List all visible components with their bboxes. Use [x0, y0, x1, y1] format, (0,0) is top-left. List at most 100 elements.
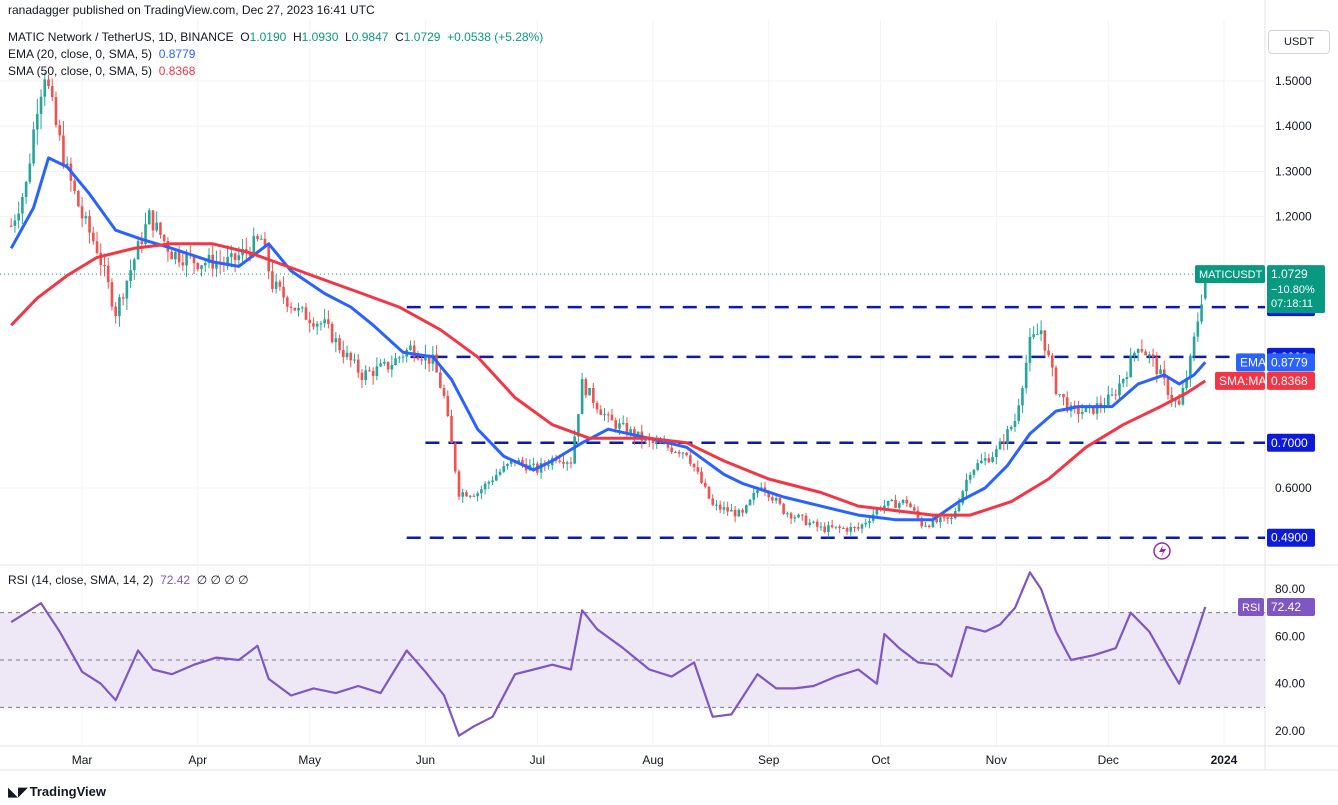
- candle-body: [412, 345, 416, 358]
- candle-body: [942, 517, 946, 519]
- candle-body: [976, 463, 979, 470]
- candle-body: [487, 482, 491, 484]
- candle-body: [1177, 400, 1181, 405]
- candle-body: [577, 414, 580, 437]
- candle-body: [1084, 406, 1088, 413]
- candle-body: [793, 517, 797, 519]
- candle-body: [506, 463, 509, 467]
- candle-body: [875, 508, 879, 515]
- candle-body: [998, 441, 1002, 450]
- candle-body: [909, 503, 912, 508]
- candle-body: [368, 370, 371, 372]
- candle-body: [136, 241, 140, 260]
- candle-body: [1155, 357, 1159, 375]
- candle-body: [901, 499, 905, 504]
- candle-body: [603, 414, 606, 416]
- candle-body: [13, 220, 17, 226]
- ema-line: [9, 156, 1207, 522]
- candle-body: [681, 452, 685, 454]
- candle-body: [32, 129, 35, 164]
- x-tick-label: Jul: [530, 753, 545, 767]
- rsi-tick-label: 20.00: [1275, 724, 1305, 738]
- rsi-label: RSI (14, close, SMA, 14, 2): [8, 573, 154, 587]
- tradingview-logo[interactable]: ◣◤ TradingView: [8, 784, 106, 800]
- candle-body: [177, 251, 181, 263]
- candle-body: [1129, 355, 1132, 378]
- candle-body: [1159, 369, 1162, 375]
- rsi-value-tag: [1267, 597, 1315, 616]
- candle-body: [185, 253, 188, 266]
- candle-body: [849, 527, 853, 532]
- candle-body: [461, 492, 465, 497]
- ohlc-high: 1.0930: [301, 30, 339, 44]
- candle-body: [618, 423, 621, 429]
- candle-body: [748, 499, 752, 506]
- x-tick-label: Mar: [72, 753, 93, 767]
- candle-body: [547, 465, 550, 467]
- candle-body: [341, 350, 345, 358]
- candle-body: [259, 238, 263, 240]
- candle-body: [920, 518, 924, 527]
- candle-body: [797, 514, 800, 518]
- candle-body: [823, 526, 826, 532]
- candle-body: [711, 498, 715, 505]
- candle-body: [84, 216, 88, 219]
- candle-body: [271, 271, 274, 289]
- candle-body: [1125, 377, 1129, 380]
- ema-label: EMA (20, close, 0, SMA, 5): [8, 47, 153, 61]
- x-tick-label: Dec: [1098, 753, 1119, 767]
- candle-body: [1032, 334, 1035, 337]
- level-label-bg: [1267, 528, 1315, 547]
- candle-body: [170, 251, 173, 260]
- candle-body: [401, 356, 405, 358]
- candle-body: [282, 286, 285, 298]
- candle-body: [1189, 355, 1192, 379]
- candle-body: [1028, 336, 1032, 363]
- x-tick-label: Sep: [758, 753, 780, 767]
- candle-body: [345, 352, 349, 358]
- candle-body: [1140, 349, 1144, 352]
- candle-body: [304, 307, 308, 320]
- candle-body: [666, 443, 670, 448]
- ohlc-h-label: H: [293, 30, 302, 44]
- candle-body: [1095, 403, 1099, 414]
- candle-body: [692, 463, 696, 468]
- candle-body: [1058, 394, 1062, 396]
- candle-body: [274, 281, 278, 289]
- candle-body: [927, 525, 931, 527]
- candle-body: [215, 261, 218, 269]
- x-tick-label: Apr: [188, 753, 207, 767]
- candle-body: [47, 79, 50, 87]
- candle-body: [43, 79, 47, 97]
- candle-body: [860, 524, 864, 529]
- lightning-icon[interactable]: [1153, 542, 1171, 560]
- y-tick-label: 1.4000: [1275, 119, 1312, 133]
- candle-body: [106, 265, 110, 283]
- candle-body: [453, 443, 457, 472]
- candle-body: [472, 495, 476, 497]
- currency-button[interactable]: USDT: [1268, 30, 1330, 54]
- ma-value-label: 0.8368: [1271, 374, 1308, 388]
- candle-body: [1021, 388, 1024, 406]
- candle-body: [1009, 426, 1013, 430]
- candle-body: [965, 479, 968, 492]
- candle-body: [91, 232, 95, 242]
- ma-name-tag: [1236, 353, 1265, 372]
- candle-body: [745, 505, 748, 513]
- last-change-label: −10.80%: [1271, 284, 1315, 296]
- candle-body: [263, 238, 267, 247]
- candle-body: [853, 527, 856, 529]
- candle-body: [1110, 394, 1114, 396]
- symbol-name: MATIC Network / TetherUS, 1D, BINANCE: [8, 30, 234, 44]
- candle-body: [1203, 274, 1207, 299]
- candle-body: [315, 323, 319, 327]
- rsi-value-label: 72.42: [1271, 600, 1301, 614]
- candle-body: [125, 280, 129, 299]
- candle-body: [476, 493, 479, 497]
- candle-body: [562, 461, 565, 464]
- candle-body: [312, 323, 315, 327]
- candle-body: [95, 241, 99, 254]
- candle-body: [293, 307, 297, 311]
- candle-body: [588, 387, 591, 396]
